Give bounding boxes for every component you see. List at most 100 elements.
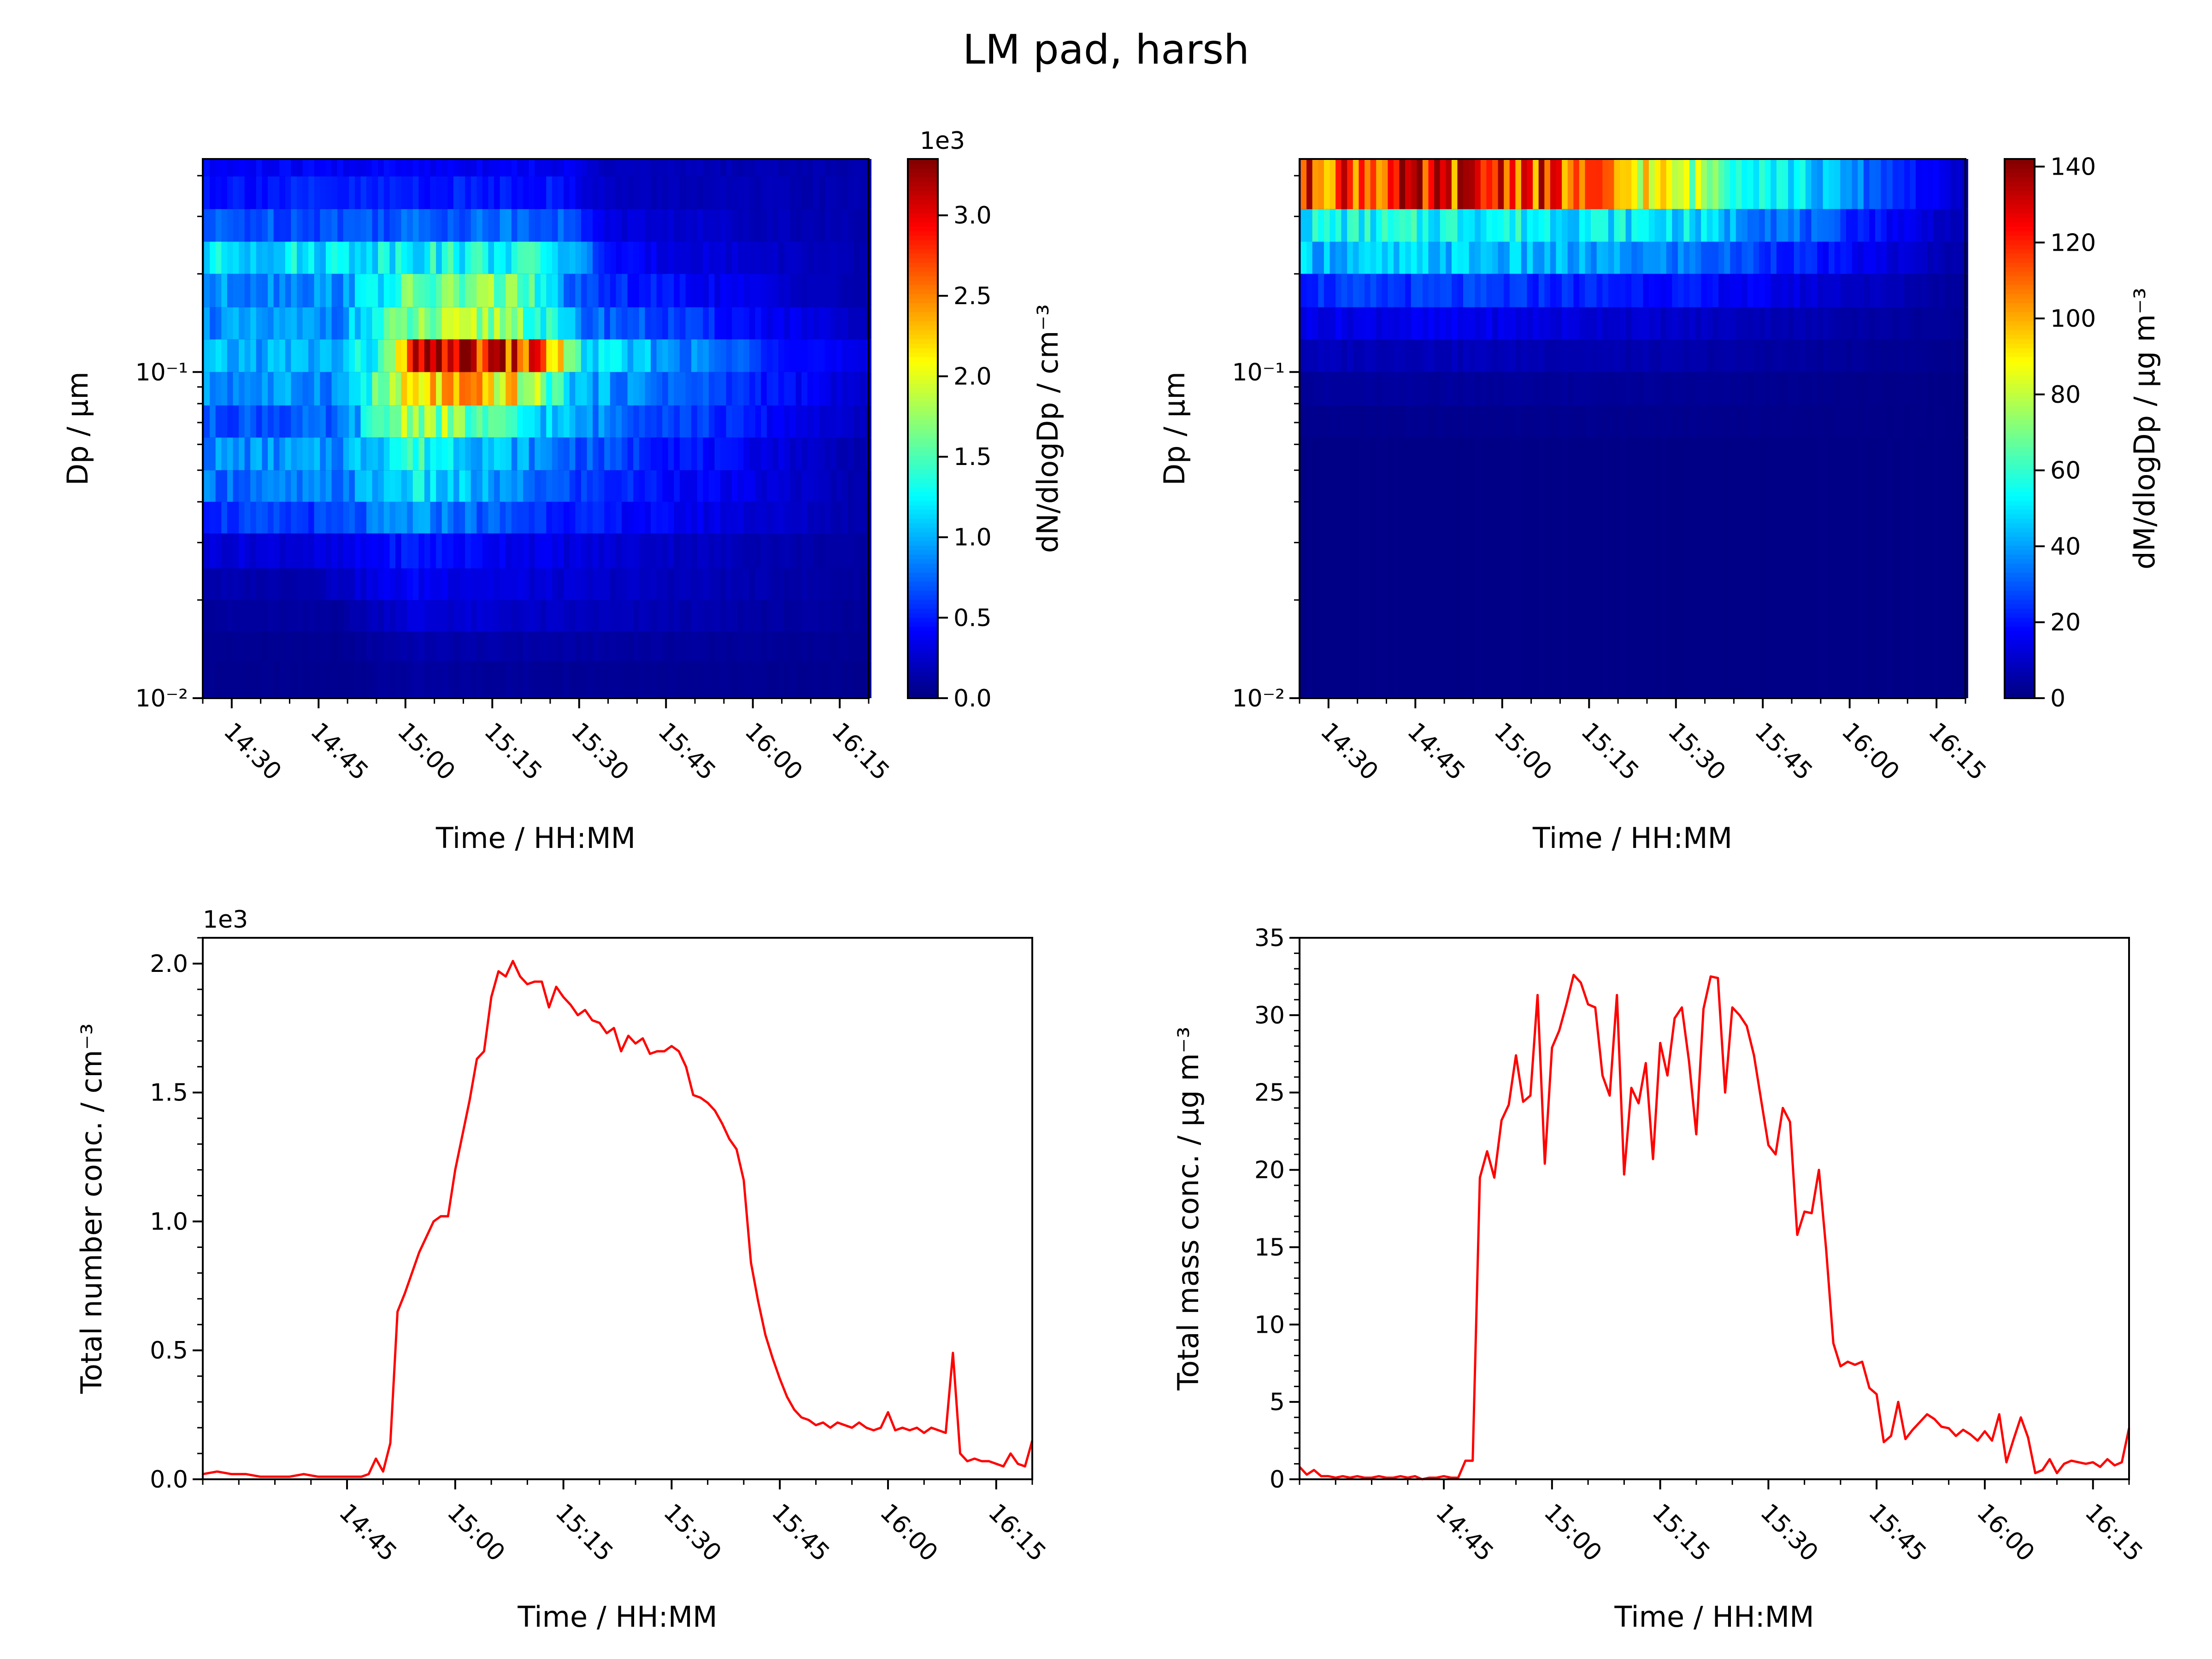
number-heatmap-cell — [726, 501, 732, 534]
mass-heatmap-colorbar-step — [2005, 397, 2035, 402]
number-heatmap-cell — [488, 241, 494, 274]
number-heatmap-cell — [430, 568, 436, 600]
mass-heatmap-cell — [1306, 339, 1313, 372]
number-heatmap-cell — [471, 533, 477, 569]
number-heatmap-cell — [761, 661, 767, 698]
mass-heatmap-cell — [1648, 405, 1655, 438]
mass-heatmap-cell — [1689, 437, 1696, 698]
number-heatmap-cell — [546, 159, 553, 176]
mass-heatmap-cell — [1637, 437, 1643, 698]
number-heatmap-cell — [302, 661, 309, 698]
number-heatmap-cell — [784, 339, 790, 372]
number-heatmap-cell — [610, 307, 616, 340]
number-heatmap-cell — [651, 661, 657, 698]
number-heatmap-cell — [778, 600, 785, 632]
mass-total-frame — [1299, 937, 2130, 1480]
mass-heatmap-cell — [1666, 372, 1672, 406]
number-heatmap-cell — [354, 631, 361, 661]
mass-heatmap-cell — [1921, 274, 1928, 307]
mass-heatmap-colorbar-step — [2005, 527, 2035, 533]
number-heatmap-cell — [500, 533, 506, 569]
mass-heatmap-cell — [1689, 159, 1696, 209]
mass-total-x-tick-label: 15:00 — [1539, 1499, 1607, 1567]
number-heatmap-cell — [210, 274, 216, 307]
number-heatmap-colorbar-step — [908, 411, 938, 416]
number-heatmap-cell — [407, 631, 413, 661]
mass-heatmap-colorbar-step — [2005, 433, 2035, 438]
number-heatmap-cell — [737, 568, 744, 600]
number-heatmap-cell — [529, 241, 535, 274]
number-heatmap-cell — [790, 437, 796, 471]
mass-heatmap-colorbar-step — [2005, 329, 2035, 335]
mass-heatmap-cell — [1353, 159, 1359, 209]
mass-heatmap-cell — [1892, 405, 1899, 438]
number-heatmap-cell — [749, 437, 756, 471]
mass-heatmap-cell — [1434, 339, 1441, 372]
number-heatmap-cell — [848, 372, 854, 406]
number-heatmap-cell — [529, 176, 535, 209]
number-heatmap-cell — [268, 631, 274, 661]
number-heatmap-cell — [656, 209, 663, 242]
number-heatmap-colorbar-step — [908, 316, 938, 321]
number-heatmap-cell — [529, 339, 535, 372]
number-heatmap-cell — [546, 209, 553, 242]
mass-heatmap-cell — [1805, 274, 1812, 307]
number-heatmap-cell — [395, 307, 402, 340]
number-heatmap-cell — [482, 176, 488, 209]
number-heatmap-cell — [511, 437, 518, 471]
number-heatmap-cell — [853, 501, 860, 534]
mass-heatmap-cell — [1556, 339, 1562, 372]
number-heatmap-colorbar-step — [908, 505, 938, 510]
number-heatmap-cell — [552, 631, 559, 661]
number-heatmap-cell — [459, 339, 465, 372]
number-heatmap-cell — [540, 405, 547, 438]
number-heatmap-colorbar-step — [908, 325, 938, 330]
mass-heatmap-cell — [1735, 209, 1742, 242]
number-heatmap-cell — [610, 405, 616, 438]
mass-heatmap-cell — [1950, 437, 1957, 698]
number-heatmap-cell — [755, 307, 761, 340]
mass-heatmap-cell — [1677, 209, 1684, 242]
number-heatmap-cell — [412, 661, 419, 698]
number-heatmap-cell — [447, 339, 454, 372]
number-heatmap-cell — [581, 176, 588, 209]
number-heatmap-cell — [656, 372, 663, 406]
mass-heatmap-cell — [1881, 274, 1887, 307]
number-heatmap-cell — [755, 241, 761, 274]
number-heatmap-cell — [494, 339, 500, 372]
number-heatmap-cell — [210, 631, 216, 661]
number-heatmap-cell — [749, 501, 756, 534]
number-heatmap-cell — [395, 661, 402, 698]
mass-heatmap-cell — [1921, 307, 1928, 340]
number-heatmap-cell — [401, 568, 407, 600]
number-heatmap-cell — [349, 631, 355, 661]
number-heatmap-cell — [262, 241, 268, 274]
mass-heatmap-cell — [1330, 159, 1336, 209]
number-heatmap-cell — [233, 600, 239, 632]
number-heatmap-colorbar-step — [908, 195, 938, 200]
mass-heatmap-cell — [1335, 241, 1342, 274]
number-heatmap-cell — [714, 600, 721, 632]
number-heatmap-cell — [372, 568, 378, 600]
number-heatmap-cell — [227, 159, 234, 176]
number-heatmap-cell — [511, 274, 518, 307]
mass-heatmap-cell — [1434, 209, 1441, 242]
mass-heatmap-cell — [1306, 437, 1313, 698]
number-heatmap-cell — [581, 209, 588, 242]
number-heatmap-cell — [558, 568, 564, 600]
mass-heatmap-cell — [1353, 405, 1359, 438]
mass-heatmap-cell — [1881, 159, 1887, 209]
mass-heatmap-cell — [1829, 159, 1835, 209]
mass-heatmap-cell — [1625, 339, 1632, 372]
number-total-x-tick-label: 16:15 — [983, 1499, 1051, 1567]
mass-heatmap-cell — [1562, 405, 1568, 438]
number-heatmap-cell — [593, 568, 599, 600]
number-heatmap-cell — [656, 437, 663, 471]
number-heatmap-cell — [337, 405, 344, 438]
mass-heatmap-cell — [1318, 241, 1324, 274]
number-heatmap-cell — [836, 159, 843, 176]
mass-heatmap-cell — [1341, 241, 1347, 274]
number-heatmap-cell — [372, 209, 378, 242]
mass-total-x-tick-label: 16:00 — [1971, 1499, 2040, 1567]
number-heatmap-cell — [546, 470, 553, 502]
